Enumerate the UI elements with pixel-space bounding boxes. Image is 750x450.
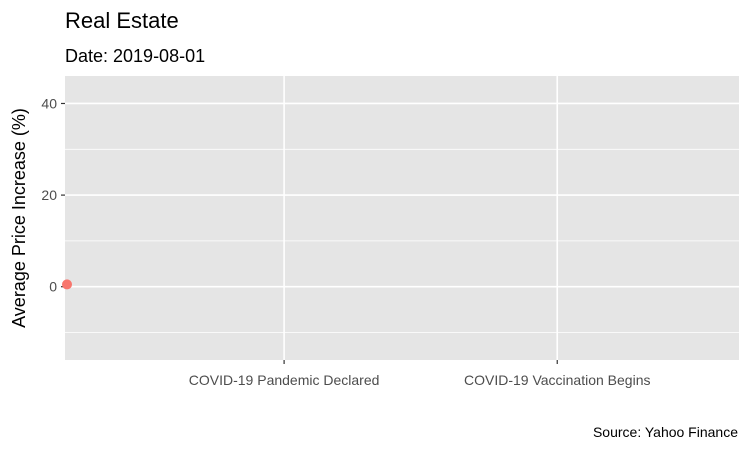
chart-title: Real Estate [65, 8, 179, 33]
major-gridlines [65, 76, 739, 360]
y-tick-label: 40 [41, 95, 57, 111]
chart-caption: Source: Yahoo Finance [593, 424, 738, 440]
x-tick-label: COVID-19 Pandemic Declared [189, 372, 380, 388]
y-tick-label: 20 [41, 187, 57, 203]
plot-panel [65, 76, 739, 360]
y-tick-label: 0 [49, 279, 57, 295]
data-points [62, 279, 72, 290]
data-point [62, 279, 72, 290]
x-tick-label: COVID-19 Vaccination Begins [464, 372, 651, 388]
y-axis-label: Average Price Increase (%) [9, 108, 29, 328]
chart-subtitle: Date: 2019-08-01 [65, 46, 205, 66]
minor-gridlines [65, 148, 739, 333]
y-axis: 0 20 40 [41, 95, 65, 295]
x-axis: COVID-19 Pandemic Declared COVID-19 Vacci… [189, 360, 651, 388]
